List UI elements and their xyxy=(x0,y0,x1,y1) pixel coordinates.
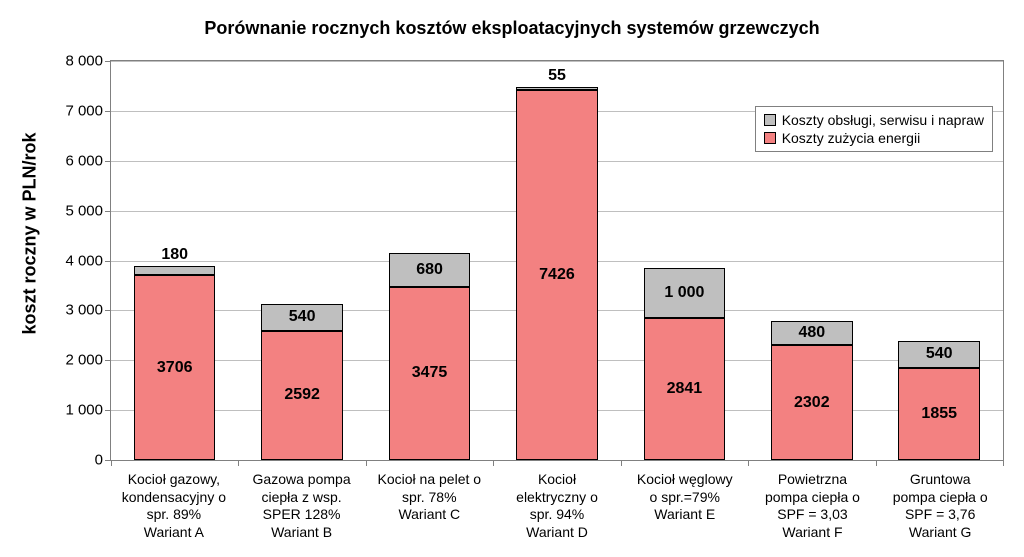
x-axis-label: Kocioł na pelet ospr. 78%Wariant C xyxy=(365,467,493,557)
bar-value-label: 2302 xyxy=(794,394,830,412)
category-slot: 3475 680 xyxy=(366,61,493,460)
bar-value-label: 180 xyxy=(134,246,216,264)
bar-segment: 540 xyxy=(261,304,343,331)
y-tick-label: 3 000 xyxy=(65,302,111,319)
bar-segment: 3475 xyxy=(389,287,471,460)
bar-value-label: 1 000 xyxy=(664,284,704,302)
bar-stack: 2302 480 xyxy=(771,321,853,460)
category-slot: 3706 180 xyxy=(111,61,238,460)
bar-value-label: 7426 xyxy=(539,266,575,284)
x-axis-labels: Kocioł gazowy,kondensacyjny ospr. 89%War… xyxy=(110,467,1004,557)
bar-stack: 742655 xyxy=(516,87,598,460)
bar-segment: 2592 xyxy=(261,331,343,460)
bar-segment: 1 000 xyxy=(644,268,726,318)
legend-swatch xyxy=(764,132,776,144)
bar-segment: 3706 xyxy=(134,275,216,460)
bar-segment: 480 xyxy=(771,321,853,345)
x-axis-label: Kocioł węglowyo spr.=79%Wariant E xyxy=(621,467,749,557)
category-slot: 2592 540 xyxy=(238,61,365,460)
legend-swatch xyxy=(764,114,776,126)
y-tick-label: 6 000 xyxy=(65,152,111,169)
bar-value-label: 480 xyxy=(798,324,825,342)
y-axis-title-text: koszt roczny w PLN/rok xyxy=(20,132,41,334)
category-slot: 7426 55 xyxy=(493,61,620,460)
x-tick-mark xyxy=(366,460,367,466)
y-tick-label: 2 000 xyxy=(65,352,111,369)
bar-value-label: 55 xyxy=(516,67,598,85)
bar-stack: 2592 540 xyxy=(261,304,343,460)
x-tick-mark xyxy=(748,460,749,466)
x-tick-mark xyxy=(238,460,239,466)
legend-label: Koszty zużycia energii xyxy=(782,130,921,146)
bar-value-label: 2841 xyxy=(667,380,703,398)
bar-value-label: 2592 xyxy=(284,386,320,404)
bar-segment xyxy=(134,266,216,275)
chart-title: Porównanie rocznych kosztów eksploatacyj… xyxy=(0,18,1024,39)
bar-value-label: 680 xyxy=(416,261,443,279)
x-tick-mark xyxy=(111,460,112,466)
bar-segment: 540 xyxy=(898,341,980,368)
bar-value-label: 3706 xyxy=(157,359,193,377)
x-tick-mark xyxy=(1003,460,1004,466)
x-axis-label: Powietrznapompa ciepła oSPF = 3,03Warian… xyxy=(749,467,877,557)
bar-segment: 680 xyxy=(389,253,471,287)
y-tick-label: 8 000 xyxy=(65,53,111,70)
legend-label: Koszty obsługi, serwisu i napraw xyxy=(782,112,984,128)
bar-segment: 2302 xyxy=(771,345,853,460)
y-tick-label: 5 000 xyxy=(65,202,111,219)
legend: Koszty obsługi, serwisu i napraw Koszty z… xyxy=(755,106,993,152)
x-axis-label: Kocioł gazowy,kondensacyjny ospr. 89%War… xyxy=(110,467,238,557)
bar-segment: 1855 xyxy=(898,368,980,461)
bar-stack: 2841 1 000 xyxy=(644,268,726,460)
y-tick-label: 0 xyxy=(95,452,111,469)
chart-container: Porównanie rocznych kosztów eksploatacyj… xyxy=(0,0,1024,557)
x-axis-label: Gruntowapompa ciepła oSPF = 3,76Wariant … xyxy=(876,467,1004,557)
bar-segment xyxy=(516,87,598,90)
x-axis-label: Gazowa pompaciepła z wsp.SPER 128%Warian… xyxy=(238,467,366,557)
bar-value-label: 1855 xyxy=(921,405,957,423)
x-tick-mark xyxy=(493,460,494,466)
bar-segment: 7426 xyxy=(516,90,598,460)
x-tick-mark xyxy=(621,460,622,466)
y-tick-label: 4 000 xyxy=(65,252,111,269)
category-slot: 2841 1 000 xyxy=(621,61,748,460)
bar-stack: 3475 680 xyxy=(389,253,471,460)
bar-value-label: 540 xyxy=(926,345,953,363)
plot-area: 3706 180 2592 540 3475 680 7426 55 2841 1 000 2302… xyxy=(110,60,1004,461)
y-tick-label: 7 000 xyxy=(65,102,111,119)
legend-item: Koszty obsługi, serwisu i napraw xyxy=(764,111,984,129)
bar-stack: 1855 540 xyxy=(898,341,980,460)
bar-segment: 2841 xyxy=(644,318,726,460)
y-tick-label: 1 000 xyxy=(65,402,111,419)
x-tick-mark xyxy=(876,460,877,466)
bar-value-label: 3475 xyxy=(412,364,448,382)
x-axis-label: Kociołelektryczny ospr. 94%Wariant D xyxy=(493,467,621,557)
bar-value-label: 540 xyxy=(289,308,316,326)
y-axis-title: koszt roczny w PLN/rok xyxy=(18,0,42,467)
legend-item: Koszty zużycia energii xyxy=(764,129,984,147)
bar-stack: 3706180 xyxy=(134,266,216,460)
